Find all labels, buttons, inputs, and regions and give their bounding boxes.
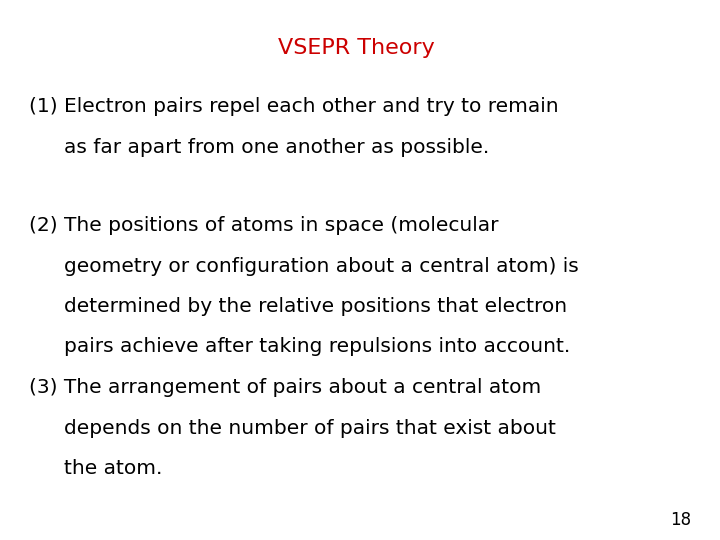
Text: the atom.: the atom.: [64, 459, 163, 478]
Text: (2) The positions of atoms in space (molecular: (2) The positions of atoms in space (mol…: [29, 216, 498, 235]
Text: (3) The arrangement of pairs about a central atom: (3) The arrangement of pairs about a cen…: [29, 378, 541, 397]
Text: (1) Electron pairs repel each other and try to remain: (1) Electron pairs repel each other and …: [29, 97, 558, 116]
Text: depends on the number of pairs that exist about: depends on the number of pairs that exis…: [64, 418, 556, 437]
Text: pairs achieve after taking repulsions into account.: pairs achieve after taking repulsions in…: [64, 338, 570, 356]
Text: geometry or configuration about a central atom) is: geometry or configuration about a centra…: [64, 256, 579, 275]
Text: determined by the relative positions that electron: determined by the relative positions tha…: [64, 297, 567, 316]
Text: VSEPR Theory: VSEPR Theory: [278, 38, 435, 58]
Text: as far apart from one another as possible.: as far apart from one another as possibl…: [64, 138, 490, 157]
Text: 18: 18: [670, 511, 692, 529]
